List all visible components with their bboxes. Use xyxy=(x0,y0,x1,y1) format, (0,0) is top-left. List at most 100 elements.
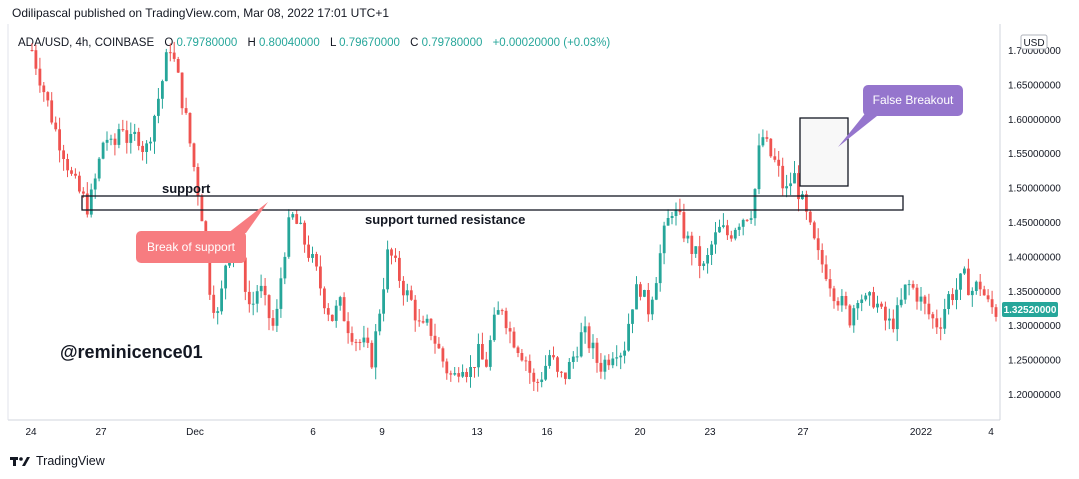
candle-body xyxy=(299,222,303,224)
low-value: 0.79670000 xyxy=(339,37,400,49)
candle-body xyxy=(149,141,152,144)
candle-body xyxy=(694,246,698,254)
candle-body xyxy=(959,273,962,290)
false-breakout-callout-box xyxy=(863,85,963,116)
candle-body xyxy=(919,296,923,302)
candle-body xyxy=(860,299,864,303)
candle-body xyxy=(208,247,212,295)
candle-body xyxy=(591,342,595,349)
price-tick-label: 1.20000000 xyxy=(1008,390,1061,401)
candle-body xyxy=(888,318,891,321)
candle-body xyxy=(654,283,658,300)
candle-body xyxy=(295,214,299,224)
candle-body xyxy=(50,100,54,123)
support-turned-resistance-label: support turned resistance xyxy=(365,212,525,227)
close-label: C xyxy=(410,37,418,49)
currency-badge[interactable]: USD xyxy=(1023,38,1044,49)
candle-body xyxy=(283,256,287,279)
candle-body xyxy=(161,81,164,99)
candle-body xyxy=(670,216,674,218)
candle-body xyxy=(311,254,314,258)
candle-body xyxy=(868,292,871,296)
price-tick-label: 1.25000000 xyxy=(1008,356,1061,367)
time-axis[interactable]: 24 27 Dec 6 9 13 16 20 23 27 2022 4 xyxy=(25,427,994,438)
candle-body xyxy=(398,257,401,281)
candle-body xyxy=(931,314,935,319)
candle-body xyxy=(512,331,516,348)
candle-body xyxy=(485,359,488,367)
candle-body xyxy=(330,314,334,321)
price-axis[interactable]: 1.70000000 1.65000000 1.60000000 1.55000000… xyxy=(1008,46,1061,401)
candle-body xyxy=(34,50,38,69)
break-callout-text: Break of support xyxy=(147,240,236,254)
open-value: 0.79780000 xyxy=(176,37,237,49)
time-tick-label: 2022 xyxy=(910,427,933,438)
candle-body xyxy=(78,175,81,192)
candle-body xyxy=(757,145,761,190)
candle-body xyxy=(58,129,61,151)
candle-body xyxy=(627,323,630,351)
candle-body xyxy=(346,321,350,334)
time-tick-label: Dec xyxy=(186,427,204,438)
candle-body xyxy=(496,310,500,315)
candle-body xyxy=(564,372,567,379)
candle-body xyxy=(639,284,642,297)
candle-body xyxy=(488,340,492,367)
candle-body xyxy=(338,297,342,306)
price-tick-label: 1.45000000 xyxy=(1008,218,1061,229)
tradingview-logo[interactable]: TradingView xyxy=(10,454,105,468)
time-tick-label: 4 xyxy=(988,427,994,438)
candle-body xyxy=(437,343,441,349)
candle-body xyxy=(820,250,824,265)
price-tick-label: 1.50000000 xyxy=(1008,184,1061,195)
candle-body xyxy=(978,281,982,290)
candle-body xyxy=(595,342,599,363)
candle-body xyxy=(876,303,879,308)
candle-body xyxy=(785,186,788,189)
candle-body xyxy=(326,308,330,315)
candle-body xyxy=(844,296,848,306)
candle-body xyxy=(662,225,666,254)
candle-body xyxy=(42,85,46,93)
candle-body xyxy=(682,212,686,239)
candle-body xyxy=(247,291,251,305)
candle-body xyxy=(951,294,954,300)
candle-body xyxy=(635,284,638,310)
candle-body xyxy=(963,268,966,274)
price-tick-label: 1.40000000 xyxy=(1008,252,1061,263)
time-tick-label: 6 xyxy=(310,427,316,438)
candle-body xyxy=(224,265,227,289)
candle-body xyxy=(54,122,58,130)
candle-body xyxy=(986,295,990,300)
candle-body xyxy=(307,244,310,258)
candle-body xyxy=(856,303,860,309)
candle-body xyxy=(62,150,65,159)
candle-body xyxy=(789,183,792,187)
candle-body xyxy=(105,139,109,143)
candle-body xyxy=(70,170,73,174)
candle-body xyxy=(374,331,378,368)
candle-body xyxy=(172,52,176,59)
candle-body xyxy=(141,145,144,152)
currency-badge-box[interactable] xyxy=(1020,34,1048,50)
candle-body xyxy=(619,355,623,358)
candle-body xyxy=(157,98,160,116)
candle-body xyxy=(453,373,457,375)
candle-body xyxy=(82,191,85,194)
change-value: +0.00020000 (+0.03%) xyxy=(493,37,611,49)
candle-body xyxy=(848,305,852,326)
false-breakout-callout-pointer xyxy=(838,110,882,147)
candle-body xyxy=(761,137,765,146)
close-value: 0.79780000 xyxy=(422,37,483,49)
candle-body xyxy=(753,189,757,219)
candle-body xyxy=(536,381,540,383)
candle-body xyxy=(117,129,121,145)
author-watermark: @reminicence01 xyxy=(60,342,203,362)
candle-body xyxy=(528,360,532,373)
candle-body xyxy=(319,266,322,289)
time-tick-label: 27 xyxy=(797,427,809,438)
current-price-tag: 1.32520000 xyxy=(1004,305,1057,316)
price-tick-label: 1.65000000 xyxy=(1008,80,1061,91)
candle-body xyxy=(461,372,465,377)
